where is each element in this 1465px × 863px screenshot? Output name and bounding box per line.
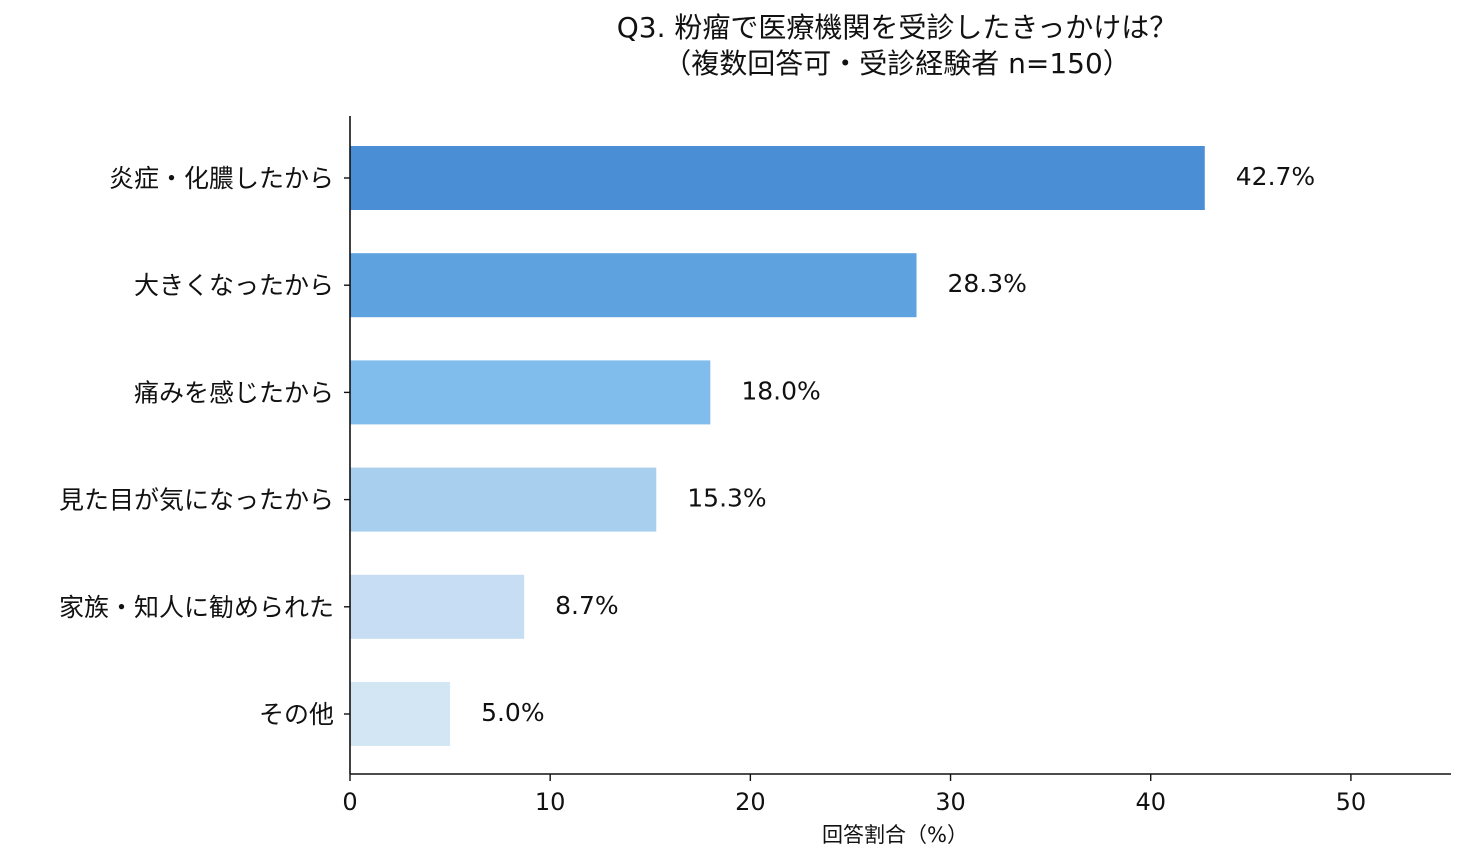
category-labels-group: 炎症・化膿したから大きくなったから痛みを感じたから見た目が気になったから家族・知… [59, 164, 350, 729]
category-label-1: 大きくなったから [134, 271, 334, 300]
x-tick-label-1: 10 [535, 788, 566, 816]
bar-0 [350, 146, 1205, 210]
bars-group [350, 146, 1205, 746]
bar-3 [350, 467, 657, 532]
chart-subtitle: （複数回答可・受診経験者 n=150） [663, 47, 1131, 80]
value-label-2: 18.0% [741, 376, 820, 405]
x-tick-label-2: 20 [735, 788, 766, 816]
bar-4 [350, 574, 525, 639]
category-label-5: その他 [259, 700, 334, 729]
category-label-4: 家族・知人に勧められた [59, 593, 334, 622]
chart-title: Q3. 粉瘤で医療機関を受診したきっかけは？ [617, 11, 1178, 44]
value-labels-group: 42.7% 28.3% 18.0% 15.3% 8.7% 5.0% [481, 162, 1315, 727]
x-tick-label-0: 0 [342, 788, 357, 816]
x-axis-title: 回答割合（%） [822, 823, 968, 847]
bar-1 [350, 253, 917, 318]
x-ticks-group: 0 10 20 30 40 50 [342, 774, 1366, 816]
x-tick-label-4: 40 [1135, 788, 1166, 816]
bar-2 [350, 360, 711, 425]
category-label-0: 炎症・化膿したから [109, 164, 334, 193]
value-label-1: 28.3% [948, 269, 1027, 298]
bar-5 [350, 682, 451, 746]
category-label-2: 痛みを感じたから [134, 378, 334, 407]
value-label-4: 8.7% [555, 591, 619, 620]
category-label-3: 見た目が気になったから [59, 486, 334, 515]
value-label-3: 15.3% [687, 484, 766, 513]
value-label-5: 5.0% [481, 698, 545, 727]
x-tick-label-3: 30 [935, 788, 966, 816]
value-label-0: 42.7% [1236, 162, 1315, 191]
x-tick-label-5: 50 [1336, 788, 1367, 816]
